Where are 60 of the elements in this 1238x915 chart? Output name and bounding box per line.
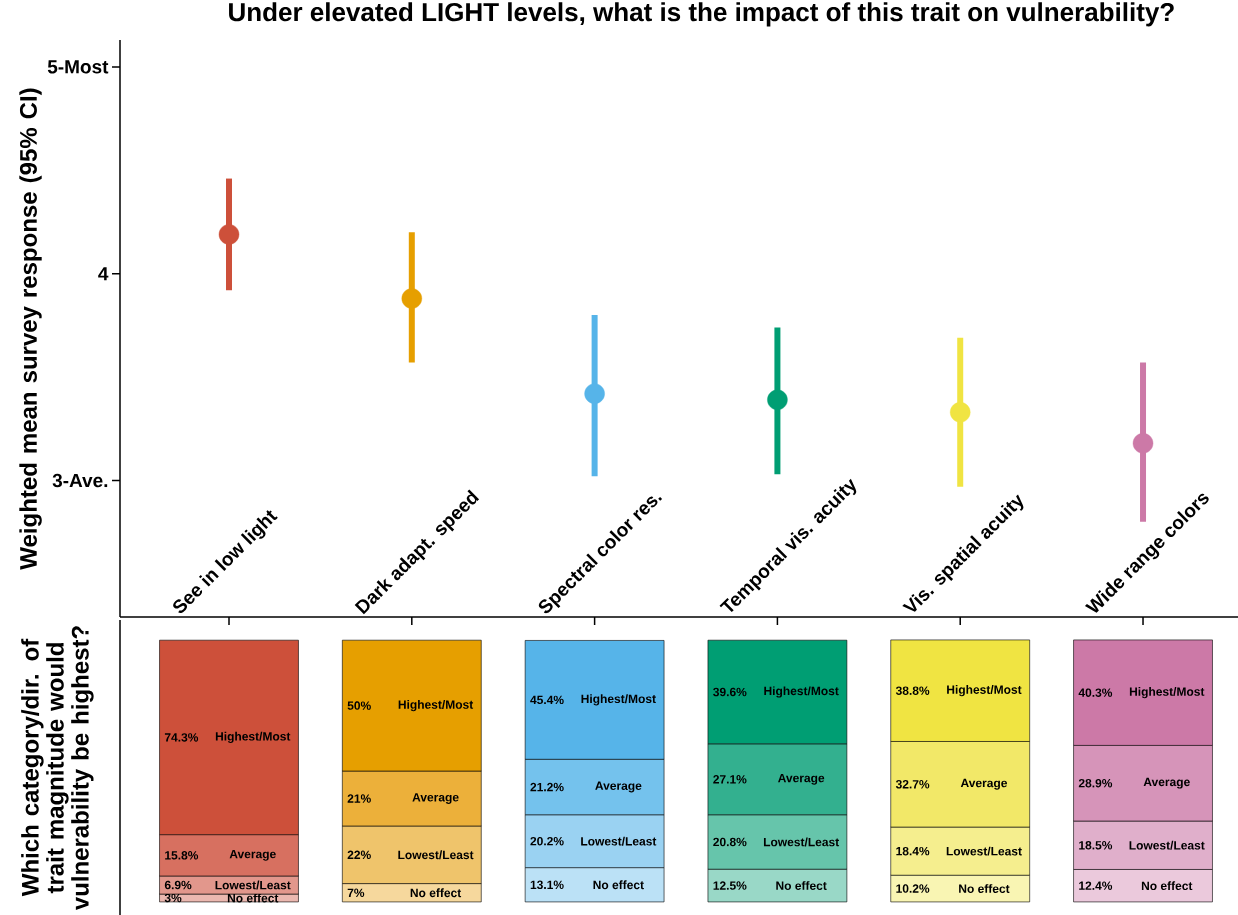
text: Lowest/Least: [946, 846, 1022, 856]
data-label: 20.2%: [530, 836, 564, 846]
data-label: 15.8%: [165, 851, 199, 860]
y-tick-label: 3-Ave.: [52, 473, 108, 488]
text: Average: [412, 793, 459, 804]
text: Highest/Most: [581, 694, 656, 706]
data-label: 40.3%: [1078, 688, 1113, 697]
text: Average: [960, 778, 1008, 790]
text: No effect: [776, 881, 827, 890]
text: Highest/Most: [764, 686, 839, 698]
data-label: 32.7%: [895, 780, 930, 789]
point: [401, 288, 423, 309]
data-label: 12.5%: [713, 881, 747, 890]
chart-title: Under elevated LIGHT levels, what is the impact of this trait on vulnerability?: [229, 2, 1174, 27]
text: No effect: [593, 880, 644, 890]
data-label: 45.4%: [530, 695, 564, 705]
data-label: 38.8%: [895, 686, 930, 695]
data-label: 21.2%: [530, 782, 564, 792]
text: Average: [778, 773, 825, 785]
text: Lowest/Least: [581, 836, 657, 846]
point: [767, 389, 788, 411]
point: [1132, 433, 1154, 454]
series-label: Lowest/Least: [215, 880, 291, 890]
data-label: 7%: [347, 888, 365, 897]
text: Lowest/Least: [398, 850, 474, 860]
series-label: Highest/Most: [398, 700, 474, 712]
point: [584, 383, 605, 404]
point: [950, 402, 971, 423]
text: Highest/Most: [1129, 687, 1205, 699]
text: No effect: [959, 884, 1010, 893]
text: Highest/Most: [215, 731, 291, 744]
data-label: 20.8%: [713, 837, 747, 847]
data-label: 10.2%: [896, 884, 930, 893]
y-axis-title: Which category/dir. of trait magnitude would vulnerability be highest?: [21, 626, 94, 911]
data-label: 13.1%: [530, 880, 564, 890]
data-label: 6.9%: [164, 880, 192, 890]
data-label: 22%: [347, 850, 371, 860]
text: No effect: [1141, 881, 1193, 891]
text: Average: [595, 781, 642, 793]
y-tick-label: 4: [98, 267, 109, 281]
data-label: 74.3%: [164, 733, 199, 742]
data-label: 27.1%: [713, 775, 747, 784]
data-label: 12.4%: [1079, 881, 1113, 890]
text: No effect: [410, 888, 462, 898]
data-label: 39.6%: [713, 687, 747, 697]
y-tick-label: 5-Most: [47, 60, 109, 74]
series-label: Average: [229, 849, 276, 861]
data-label: 21%: [347, 794, 371, 803]
data-label: 3%: [164, 893, 182, 903]
text: Lowest/Least: [1129, 840, 1205, 850]
text: Average: [1143, 777, 1190, 789]
data-label: 18.5%: [1079, 841, 1113, 850]
text: Highest/Most: [947, 685, 1022, 697]
y-axis-title: Weighted mean survey response (95% CI): [19, 88, 42, 570]
text: Lowest/Least: [763, 837, 840, 847]
data-label: 50%: [347, 701, 371, 710]
series-label: No effect: [227, 893, 279, 903]
point: [218, 224, 240, 245]
data-label: 28.9%: [1078, 778, 1113, 788]
data-label: 18.4%: [896, 846, 930, 856]
